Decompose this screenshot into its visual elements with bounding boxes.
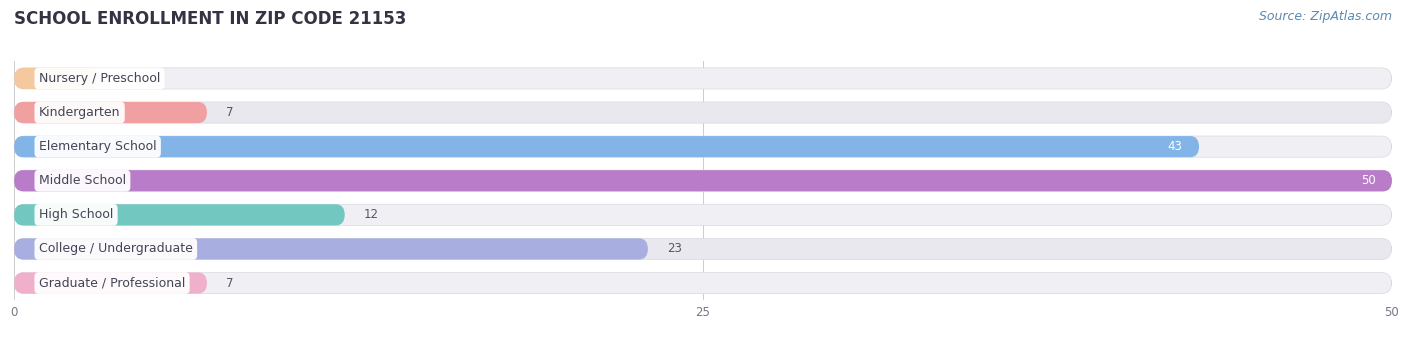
FancyBboxPatch shape [14, 102, 1392, 123]
FancyBboxPatch shape [14, 136, 1199, 157]
Text: 43: 43 [1167, 140, 1182, 153]
Text: College / Undergraduate: College / Undergraduate [39, 242, 193, 255]
FancyBboxPatch shape [14, 68, 1392, 89]
Text: Elementary School: Elementary School [39, 140, 156, 153]
Text: 7: 7 [226, 277, 233, 290]
FancyBboxPatch shape [14, 204, 344, 225]
FancyBboxPatch shape [14, 102, 207, 123]
FancyBboxPatch shape [14, 238, 648, 260]
FancyBboxPatch shape [14, 68, 97, 89]
Text: Kindergarten: Kindergarten [39, 106, 121, 119]
FancyBboxPatch shape [14, 272, 1392, 294]
Text: 50: 50 [1361, 174, 1375, 187]
Text: Nursery / Preschool: Nursery / Preschool [39, 72, 160, 85]
Text: Graduate / Professional: Graduate / Professional [39, 277, 186, 290]
FancyBboxPatch shape [14, 136, 1392, 157]
FancyBboxPatch shape [14, 272, 207, 294]
Text: 7: 7 [226, 106, 233, 119]
Text: 3: 3 [117, 72, 124, 85]
FancyBboxPatch shape [14, 204, 1392, 225]
FancyBboxPatch shape [14, 170, 1392, 191]
Text: High School: High School [39, 208, 114, 221]
Text: 23: 23 [668, 242, 682, 255]
FancyBboxPatch shape [14, 238, 1392, 260]
Text: Middle School: Middle School [39, 174, 127, 187]
Text: SCHOOL ENROLLMENT IN ZIP CODE 21153: SCHOOL ENROLLMENT IN ZIP CODE 21153 [14, 10, 406, 28]
FancyBboxPatch shape [14, 170, 1392, 191]
Text: 12: 12 [364, 208, 380, 221]
Text: Source: ZipAtlas.com: Source: ZipAtlas.com [1258, 10, 1392, 23]
